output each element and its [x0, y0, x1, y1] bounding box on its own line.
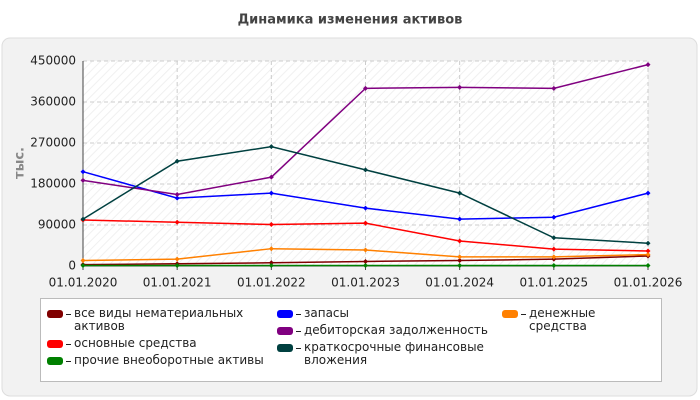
legend-label: денежные средства: [529, 306, 596, 333]
point: [363, 263, 368, 269]
chart-title: Динамика изменения активов: [238, 13, 463, 28]
legend-label: краткосрочные финансовые вложения: [304, 340, 484, 367]
point: [363, 247, 368, 253]
point: [80, 169, 86, 175]
point: [268, 144, 274, 150]
point: [80, 263, 86, 269]
point: [551, 263, 557, 269]
point: [645, 263, 651, 269]
y-tick-label: 0: [68, 259, 76, 273]
x-tick-label: 01.01.2025: [519, 276, 588, 290]
legend-item: дебиторская задолженность: [277, 324, 502, 337]
x-tick-label: 01.01.2026: [614, 276, 683, 290]
legend-label: все виды нематериальных активов: [74, 306, 244, 333]
y-tick-label: 90000: [38, 218, 76, 232]
point: [268, 246, 274, 252]
legend-swatch: [47, 340, 63, 348]
point: [268, 174, 274, 180]
y-tick-label: 270000: [30, 136, 76, 150]
legend-label: основные средства: [74, 336, 197, 350]
point: [174, 195, 180, 201]
legend-label: дебиторская задолженность: [304, 323, 488, 337]
point: [551, 254, 557, 260]
point: [268, 260, 274, 266]
x-tick-label: 01.01.2022: [237, 276, 306, 290]
legend-item: денежные средства: [502, 307, 652, 333]
legend-item: прочие внеоборотные активы: [47, 354, 277, 367]
point: [457, 84, 463, 90]
point: [457, 258, 463, 264]
legend-swatch: [277, 344, 293, 352]
legend-swatch: [277, 327, 293, 335]
legend: все виды нематериальных активов основные …: [40, 298, 662, 382]
point: [174, 219, 180, 225]
point: [645, 190, 651, 196]
legend-column: денежные средства: [502, 307, 652, 373]
point: [268, 190, 274, 196]
legend-item: основные средства: [47, 337, 277, 350]
point: [457, 238, 463, 244]
x-tick-label: 01.01.2023: [331, 276, 400, 290]
y-axis-label: тыс.: [13, 147, 28, 179]
point: [268, 263, 274, 269]
point: [363, 167, 368, 173]
point: [174, 158, 180, 164]
point: [645, 240, 651, 246]
legend-column: запасы дебиторская задолженность краткосро…: [277, 307, 502, 373]
legend-item: все виды нематериальных активов: [47, 307, 277, 333]
legend-swatch: [277, 310, 293, 318]
point: [80, 177, 86, 183]
legend-label: запасы: [304, 306, 350, 320]
legend-swatch: [502, 310, 518, 318]
point: [551, 214, 557, 220]
point: [363, 205, 368, 211]
y-tick-label: 450000: [30, 54, 76, 68]
point: [80, 258, 86, 264]
point: [174, 256, 180, 262]
point: [457, 190, 463, 196]
point: [551, 85, 557, 91]
point: [80, 216, 86, 222]
legend-item: запасы: [277, 307, 502, 320]
point: [551, 246, 557, 252]
x-tick-label: 01.01.2021: [143, 276, 212, 290]
x-tick-label: 01.01.2020: [49, 276, 118, 290]
legend-swatch: [47, 357, 63, 365]
point: [551, 235, 557, 241]
point: [457, 263, 463, 269]
x-tick-label: 01.01.2024: [425, 276, 494, 290]
point: [268, 222, 274, 228]
y-tick-label: 360000: [30, 95, 76, 109]
point: [363, 85, 368, 91]
point: [457, 216, 463, 222]
point: [174, 191, 180, 197]
legend-column: все виды нематериальных активов основные …: [47, 307, 277, 373]
legend-swatch: [47, 310, 63, 318]
point: [363, 258, 368, 264]
y-tick-label: 180000: [30, 177, 76, 191]
legend-label: прочие внеоборотные активы: [74, 353, 264, 367]
point: [645, 62, 651, 68]
point: [174, 263, 180, 269]
point: [645, 252, 651, 258]
point: [457, 254, 463, 260]
point: [363, 220, 368, 226]
legend-item: краткосрочные финансовые вложения: [277, 341, 502, 367]
point: [645, 248, 651, 254]
